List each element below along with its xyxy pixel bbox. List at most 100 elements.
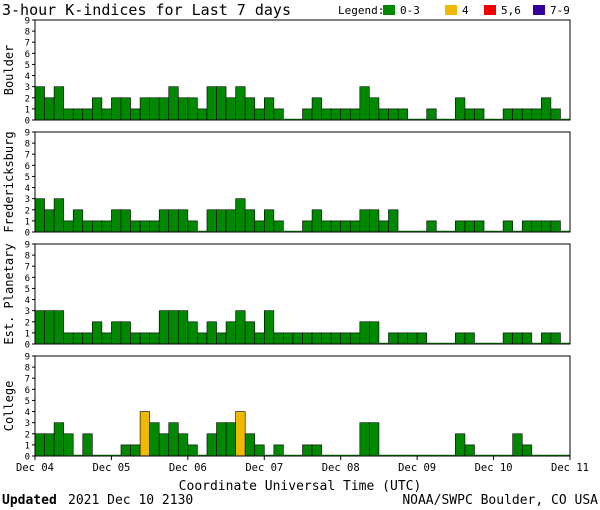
bar	[206, 321, 217, 345]
bar	[263, 310, 275, 345]
bar	[455, 220, 466, 233]
bar	[216, 209, 227, 233]
y-tick-label: 6	[25, 274, 30, 284]
x-tick-label: Dec 04	[16, 462, 54, 474]
bar	[321, 332, 332, 345]
bar	[63, 433, 74, 457]
y-tick-label: 8	[25, 252, 30, 262]
y-tick-label: 1	[25, 441, 30, 451]
bar	[378, 108, 389, 121]
bar	[72, 209, 84, 233]
y-tick-label: 9	[25, 129, 30, 139]
bar	[82, 108, 93, 121]
bar	[149, 332, 160, 345]
panel-label-0: Boulder	[2, 45, 16, 96]
bar	[416, 332, 427, 345]
bar	[235, 411, 246, 457]
bar	[92, 97, 103, 121]
chart-title: 3-hour K-indices for Last 7 days	[2, 1, 291, 19]
bar	[512, 332, 523, 345]
bar	[168, 422, 179, 457]
bar	[168, 86, 179, 121]
bar	[464, 220, 475, 233]
bar	[550, 332, 561, 345]
y-tick-label: 7	[25, 39, 30, 49]
bar	[187, 97, 198, 121]
bar	[44, 310, 55, 345]
bar	[244, 433, 256, 457]
bar	[311, 209, 322, 233]
bar	[369, 209, 380, 233]
bar	[120, 209, 131, 233]
bar	[235, 198, 246, 233]
bar	[464, 444, 475, 457]
legend-swatch-1	[445, 5, 457, 15]
y-tick-label: 5	[25, 173, 30, 183]
bar	[34, 198, 45, 233]
bar	[254, 108, 265, 121]
bar	[254, 220, 265, 233]
bar	[349, 220, 361, 233]
bar	[521, 220, 533, 233]
bar	[111, 97, 122, 121]
x-axis-label: Coordinate Universal Time (UTC)	[179, 479, 422, 494]
bar	[541, 220, 552, 233]
bar	[225, 321, 236, 345]
bar	[378, 220, 389, 233]
y-tick-label: 0	[25, 117, 30, 127]
bar	[388, 108, 399, 121]
bar	[426, 220, 437, 233]
bar	[388, 332, 399, 345]
y-tick-label: 4	[25, 296, 30, 306]
bar	[206, 86, 217, 121]
x-tick-label: Dec 05	[92, 462, 130, 474]
bar	[187, 220, 198, 233]
bar	[349, 332, 361, 345]
panels: Boulder0123456789Fredericksburg012345678…	[2, 17, 571, 463]
bar	[101, 220, 112, 233]
y-tick-label: 1	[25, 105, 30, 115]
bar	[168, 310, 179, 345]
bar	[244, 209, 256, 233]
y-tick-label: 6	[25, 50, 30, 60]
legend-item-label-1: 4	[462, 4, 469, 17]
bar	[158, 209, 170, 233]
panel-label-1: Fredericksburg	[2, 131, 16, 232]
bar	[63, 332, 74, 345]
legend-swatch-3	[533, 5, 545, 15]
legend: Legend: 0-3 4 5,6 7-9	[338, 4, 570, 17]
bar	[53, 422, 64, 457]
bar	[187, 321, 198, 345]
bar	[340, 332, 351, 345]
footer-updated-label: Updated	[2, 493, 57, 508]
bar	[302, 332, 313, 345]
y-tick-label: 7	[25, 151, 30, 161]
bar	[502, 108, 513, 121]
bar	[369, 422, 380, 457]
y-tick-label: 6	[25, 162, 30, 172]
bar	[187, 444, 198, 457]
y-tick-label: 2	[25, 318, 30, 328]
bar	[464, 108, 475, 121]
bar	[388, 209, 399, 233]
bar	[92, 321, 103, 345]
bar	[521, 108, 533, 121]
bar	[340, 108, 351, 121]
y-tick-label: 5	[25, 61, 30, 71]
y-tick-label: 0	[25, 453, 30, 463]
bar	[149, 220, 160, 233]
bar	[359, 86, 370, 121]
bar	[168, 209, 179, 233]
y-tick-label: 3	[25, 419, 30, 429]
bar	[158, 310, 170, 345]
bar	[302, 444, 313, 457]
bar	[149, 422, 160, 457]
bar	[311, 332, 322, 345]
bar	[178, 209, 189, 233]
bar	[550, 108, 561, 121]
bar	[130, 108, 141, 121]
y-tick-label: 3	[25, 83, 30, 93]
